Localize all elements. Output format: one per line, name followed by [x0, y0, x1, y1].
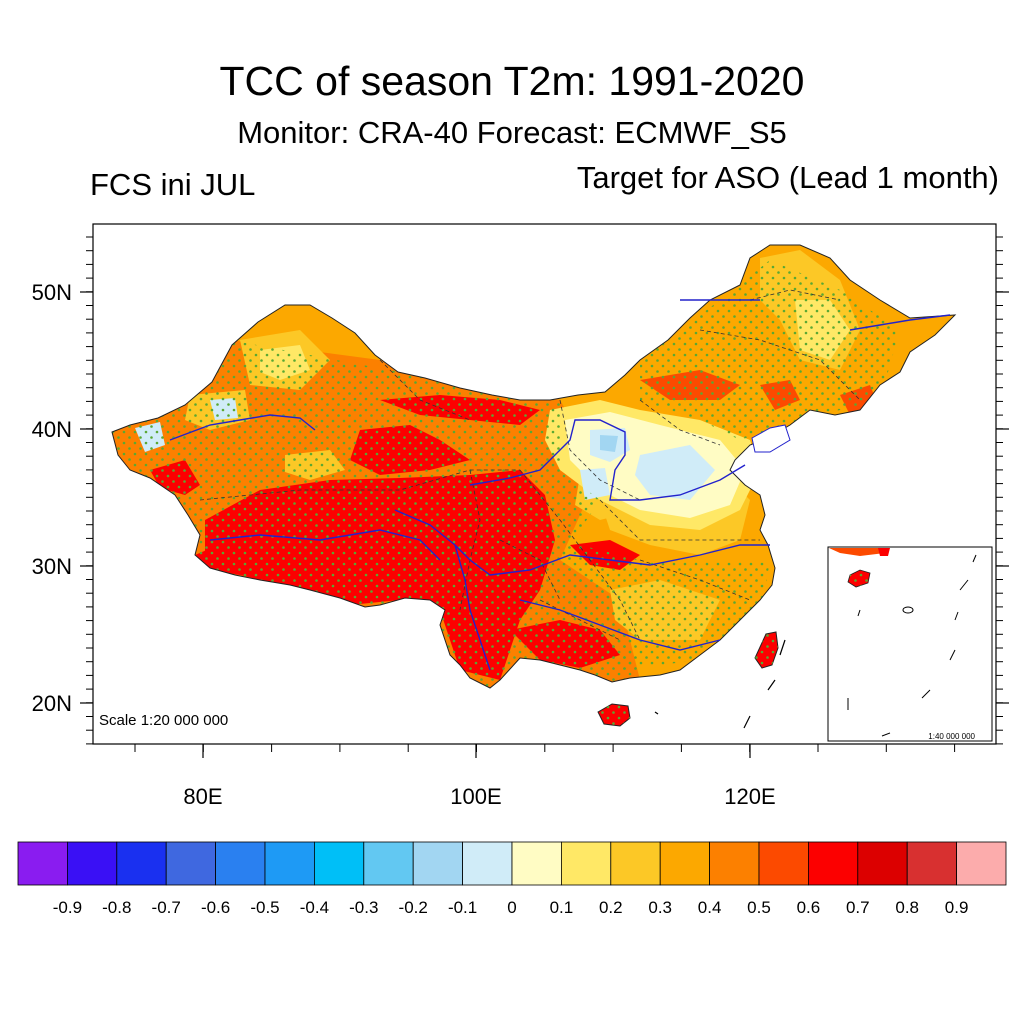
colorbar-label: 0.3: [648, 898, 672, 917]
colorbar-label: 0: [507, 898, 516, 917]
colorbar-swatch: [67, 841, 118, 886]
colorbar-swatch: [709, 841, 760, 886]
colorbar-label: 0.7: [846, 898, 870, 917]
colorbar-label: -0.8: [102, 898, 131, 917]
colorbar-swatch: [511, 841, 562, 886]
colorbar-swatch: [906, 841, 958, 886]
colorbar-swatch: [363, 841, 414, 886]
colorbar: -0.9 -0.8 -0.7 -0.6 -0.5 -0.4 -0.3 -0.2 -0.1 0 0.1…: [17, 841, 1007, 917]
colorbar-label: 0.4: [698, 898, 722, 917]
colorbar-swatch: [215, 841, 266, 886]
colorbar-label: 0.1: [550, 898, 574, 917]
lat-tick-label: 20N: [32, 691, 72, 716]
colorbar-label: 0.6: [797, 898, 821, 917]
colorbar-label: -0.6: [201, 898, 230, 917]
lon-tick-label: 120E: [724, 784, 775, 809]
colorbar-label: -0.3: [349, 898, 378, 917]
map-axes: 50N 40N 30N 20N 80E 100E 120E: [32, 236, 1009, 809]
colorbar-swatch: [610, 841, 661, 886]
inset-scale-label: 1:40 000 000: [928, 732, 975, 741]
colorbar-swatch: [659, 841, 711, 886]
colorbar-label: 0.9: [945, 898, 969, 917]
colorbar-label: -0.2: [399, 898, 428, 917]
lat-tick-label: 50N: [32, 280, 72, 305]
colorbar-swatch: [956, 841, 1007, 886]
target-label: Target for ASO (Lead 1 month): [576, 160, 999, 195]
colorbar-swatch: [462, 841, 513, 886]
colorbar-label: -0.7: [152, 898, 181, 917]
lon-tick-label: 100E: [450, 784, 501, 809]
colorbar-label: -0.5: [250, 898, 279, 917]
colorbar-label: -0.4: [300, 898, 329, 917]
lon-tick-label: 80E: [183, 784, 222, 809]
lat-tick-label: 40N: [32, 417, 72, 442]
south-china-sea-inset: 1:40 000 000: [827, 546, 993, 742]
colorbar-label: -0.1: [448, 898, 477, 917]
colorbar-label: 0.5: [747, 898, 771, 917]
colorbar-label: -0.9: [53, 898, 82, 917]
colorbar-swatch: [808, 841, 859, 886]
colorbar-swatch: [165, 841, 216, 886]
colorbar-swatch: [313, 841, 365, 886]
initialization-label: FCS ini JUL: [90, 167, 256, 202]
colorbar-label: 0.8: [895, 898, 919, 917]
colorbar-swatch: [561, 841, 612, 886]
colorbar-swatch: [17, 841, 68, 886]
colorbar-swatch: [857, 841, 908, 886]
map-title: TCC of season T2m: 1991-2020: [219, 58, 805, 104]
colorbar-swatch: [412, 841, 464, 886]
map-subtitle: Monitor: CRA-40 Forecast: ECMWF_S5: [237, 115, 787, 150]
colorbar-swatch: [264, 841, 315, 886]
colorbar-swatch: [116, 841, 167, 886]
main-scale-label: Scale 1:20 000 000: [99, 712, 228, 729]
lat-tick-label: 30N: [32, 554, 72, 579]
colorbar-label: 0.2: [599, 898, 623, 917]
colorbar-swatch: [758, 841, 809, 886]
